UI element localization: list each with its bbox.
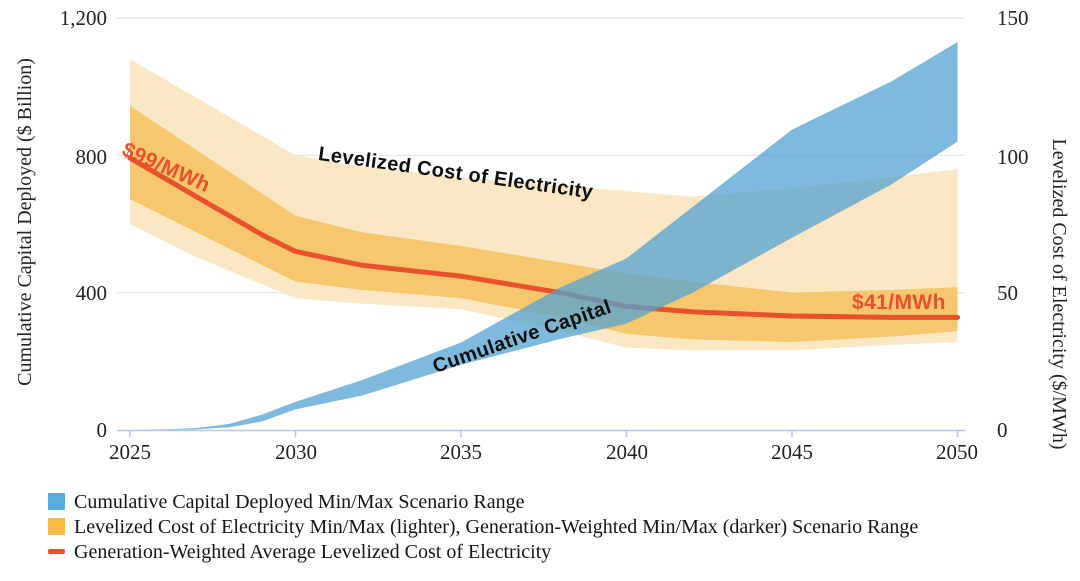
generation-weighted-band [130, 105, 958, 343]
left-axis-tick-0: 0 [96, 418, 108, 442]
legend: Cumulative Capital Deployed Min/Max Scen… [48, 489, 918, 564]
right-axis-tick-0: 0 [997, 418, 1008, 442]
legend-item-average-line: Generation-Weighted Average Levelized Co… [48, 539, 918, 564]
x-axis-tick-2045: 2045 [771, 440, 813, 464]
legend-label: Cumulative Capital Deployed Min/Max Scen… [74, 490, 525, 513]
avg-line-swatch [48, 549, 65, 554]
right-axis-tick-50: 50 [997, 281, 1018, 305]
right-axis-tick-150: 150 [997, 6, 1029, 30]
capital-range-swatch [48, 493, 65, 510]
right-axis-tick-100: 100 [997, 145, 1029, 169]
x-axis-tick-2030: 2030 [275, 440, 317, 464]
left-axis-tick-800: 800 [75, 145, 108, 169]
capital-range-band [130, 42, 958, 431]
average-lcoe-line [127, 155, 960, 320]
legend-item-lcoe-range: Levelized Cost of Electricity Min/Max (l… [48, 514, 918, 539]
x-axis-tick-2025: 2025 [109, 440, 151, 464]
end-price-annotation: $41/MWh [852, 291, 946, 314]
left-axis-tick-400: 400 [75, 281, 108, 305]
left-axis-tick-1200: 1,200 [59, 6, 107, 30]
left-axis-title: Cumulative Capital Deployed ($ Billion) [14, 58, 36, 386]
legend-label: Levelized Cost of Electricity Min/Max (l… [74, 515, 919, 538]
right-axis-title: Levelized Cost of Electricity ($/MWh) [1048, 138, 1070, 450]
x-axis-tick-2035: 2035 [440, 440, 482, 464]
lcoe-range-swatch [48, 518, 65, 535]
legend-label: Generation-Weighted Average Levelized Co… [74, 540, 552, 563]
x-axis-tick-2050: 2050 [936, 440, 978, 464]
legend-item-capital-range: Cumulative Capital Deployed Min/Max Scen… [48, 489, 918, 514]
x-axis-tick-2040: 2040 [606, 440, 648, 464]
